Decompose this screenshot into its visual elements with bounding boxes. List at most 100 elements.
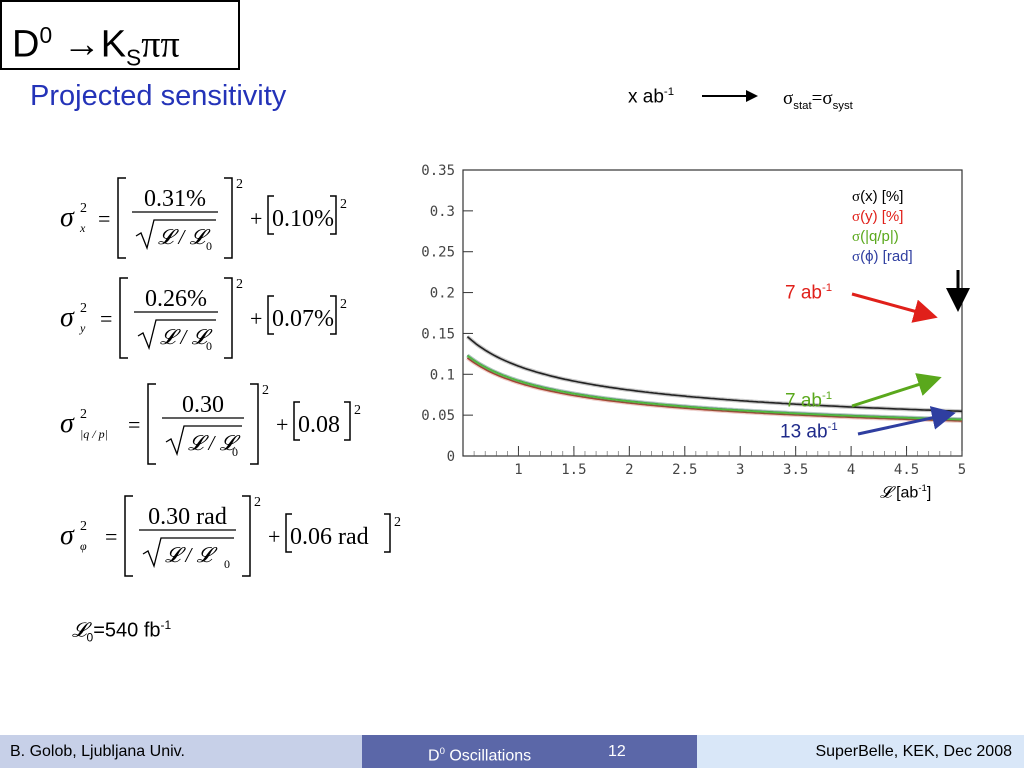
y-tick-label: 0.05 [421, 408, 455, 424]
ann-text: 13 ab [780, 421, 828, 443]
legend-sigma: σ [852, 249, 861, 265]
slide-title: D0 →KSππ [0, 0, 240, 70]
x-tick-label: 3.5 [783, 462, 808, 478]
xlabel-symbol: 𝓛 [880, 484, 892, 502]
syst-power: 2 [394, 515, 401, 530]
annotation-red: 7 ab-1 [785, 282, 832, 304]
l-symbol: 𝓛 [72, 619, 87, 642]
equals-sign: = [98, 206, 110, 231]
footer-author: B. Golob, Ljubljana Univ. [0, 735, 362, 768]
sigma-symbol: σ [60, 408, 75, 439]
left-bracket [124, 495, 133, 577]
chart-legend: σ(x) [%] σ(y) [%] σ(|q/p|) σ(ϕ) [rad] [852, 187, 913, 267]
y-tick-label: 0.25 [421, 245, 455, 261]
formula-block: σ 2x =20.31%𝓛 / 𝓛 0+ 0.10%2σ 2y =20.26%𝓛 / 𝓛 0+… [60, 177, 401, 577]
sigma-subscript: φ [80, 539, 87, 553]
right-bracket [224, 177, 233, 259]
syst-value: 0.08 [298, 412, 340, 438]
luminosity-note: 𝓛0=540 fb-1 [72, 618, 171, 645]
title-d: D [12, 23, 40, 66]
denominator-sub: 0 [232, 445, 238, 459]
page-number: 12 [608, 743, 626, 760]
sigma-symbol: σ [783, 88, 794, 109]
stat-sub: stat [793, 99, 812, 112]
x-tick-label: 2.5 [672, 462, 697, 478]
sqrt-sign [137, 319, 216, 351]
y-tick-label: 0.15 [421, 326, 455, 342]
sigma-power: 2 [80, 407, 87, 422]
plus-sign: + [250, 306, 262, 331]
y-tick-label: 0.1 [430, 367, 455, 383]
ann-sup: -1 [821, 282, 833, 294]
denominator-sub: 0 [206, 339, 212, 353]
legend-sigma: σ [852, 189, 861, 205]
bracket-power: 2 [254, 495, 261, 510]
formula-2: σ 2|q / p| =20.30𝓛 / 𝓛0+ 0.082 [60, 383, 361, 465]
sigma-symbol: σ [60, 302, 75, 333]
y-tick-label: 0.35 [421, 163, 455, 179]
footer-d: D [428, 747, 440, 765]
sqrt-sign [165, 425, 242, 457]
title-sub: S [126, 44, 142, 71]
annotation-green: 7 ab-1 [785, 390, 832, 412]
numerator: 0.26% [145, 286, 207, 312]
syst-value: 0.07% [272, 306, 334, 332]
syst-value: 0.06 rad [290, 524, 369, 550]
series-line [466, 335, 963, 413]
denominator-sub: 0 [206, 239, 212, 253]
footer-venue: SuperBelle, KEK, Dec 2008 [697, 735, 1024, 768]
footer-osc: Oscillations [444, 747, 532, 765]
bracket-power: 2 [236, 177, 243, 192]
syst-power: 2 [340, 297, 347, 312]
stat-equals-syst: σstat=σsyst [783, 88, 853, 112]
xlabel-text: [ab [891, 484, 919, 502]
plus-sign: + [268, 524, 280, 549]
syst-value: 0.10% [272, 206, 334, 232]
x-axis-title: 𝓛 [ab-1] [880, 483, 931, 502]
bracket-power: 2 [236, 277, 243, 292]
bracket-power: 2 [262, 383, 269, 398]
denominator: 𝓛 / 𝓛 [188, 431, 241, 455]
right-bracket [224, 277, 233, 359]
legend-item-phi: σ(ϕ) [rad] [852, 247, 913, 267]
sigma-power: 2 [80, 301, 87, 316]
denominator-sub: 0 [224, 557, 230, 571]
title-arrow: →K [52, 23, 127, 66]
syst-left-bracket [293, 401, 300, 441]
l-value: =540 fb [93, 619, 161, 642]
equals-sign: = [100, 306, 112, 331]
x-tick-label: 5 [958, 462, 965, 478]
legend-label: (x) [%] [860, 188, 904, 205]
left-bracket [147, 383, 156, 465]
sigma-subscript: y [79, 321, 86, 335]
x-tick-label: 1 [514, 462, 522, 478]
ann-sup: -1 [827, 421, 838, 433]
ann-text: 7 ab [785, 390, 822, 412]
syst-left-bracket [267, 295, 274, 335]
formula-0: σ 2x =20.31%𝓛 / 𝓛 0+ 0.10%2 [60, 177, 347, 259]
right-bracket [250, 383, 259, 465]
plus-sign: + [250, 206, 262, 231]
footer-topic-text: D0 Oscillations [428, 735, 531, 772]
equals-sign: = [105, 524, 117, 549]
sigma-power: 2 [80, 519, 87, 534]
syst-right-bracket [344, 401, 351, 441]
sqrt-sign [135, 219, 216, 251]
xlabel-end: ] [926, 484, 932, 502]
right-arrow-icon [702, 90, 758, 102]
sigma-symbol: σ [60, 520, 75, 551]
legend-sigma: σ [852, 229, 861, 245]
legend-item-qp: σ(|q/p|) [852, 227, 913, 247]
formula-1: σ 2y =20.26%𝓛 / 𝓛 0+ 0.07%2 [60, 277, 347, 359]
slide-subtitle: Projected sensitivity [30, 80, 287, 112]
equals-sigma: =σ [811, 88, 833, 109]
title-pipi: ππ [141, 23, 180, 66]
denominator: 𝓛 / 𝓛 [158, 225, 211, 249]
legend-item-x: σ(x) [%] [852, 187, 913, 207]
syst-left-bracket [267, 195, 274, 235]
numerator: 0.30 [182, 392, 224, 418]
l-sub: 0 [86, 630, 94, 645]
legend-label: (ϕ) [rad] [860, 248, 913, 265]
y-tick-label: 0.3 [430, 204, 455, 220]
